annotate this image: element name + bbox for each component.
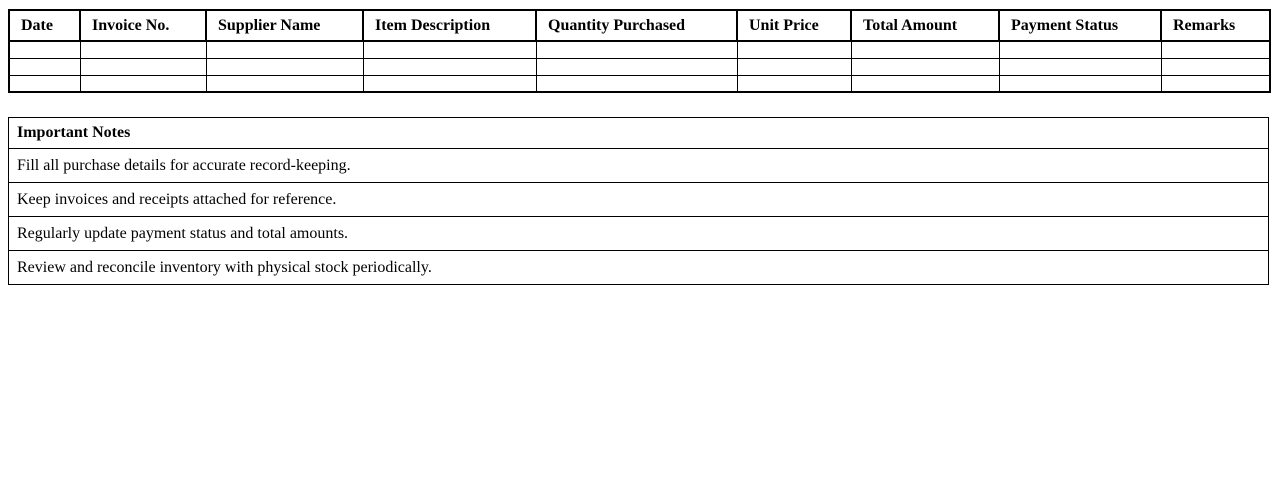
column-header-remarks: Remarks (1160, 9, 1271, 42)
empty-cell[interactable] (8, 40, 81, 59)
empty-cell[interactable] (736, 74, 852, 93)
empty-cell[interactable] (205, 40, 364, 59)
empty-data-row (8, 40, 1271, 59)
note-text: Keep invoices and receipts attached for … (8, 182, 1269, 217)
empty-cell[interactable] (79, 40, 207, 59)
empty-cell[interactable] (8, 57, 81, 76)
note-row: Fill all purchase details for accurate r… (8, 148, 1269, 183)
column-header-date: Date (8, 9, 81, 42)
empty-cell[interactable] (1160, 57, 1271, 76)
note-text: Fill all purchase details for accurate r… (8, 148, 1269, 183)
empty-cell[interactable] (79, 74, 207, 93)
column-header-payment-status: Payment Status (998, 9, 1162, 42)
empty-cell[interactable] (998, 40, 1162, 59)
empty-cell[interactable] (850, 57, 1000, 76)
purchase-table-header-row: Date Invoice No. Supplier Name Item Descrip… (8, 9, 1271, 42)
column-header-total-amount: Total Amount (850, 9, 1000, 42)
purchase-log-table: Date Invoice No. Supplier Name Item Descrip… (8, 9, 1271, 93)
note-text: Regularly update payment status and tota… (8, 216, 1269, 251)
column-header-unit-price: Unit Price (736, 9, 852, 42)
column-header-quantity-purchased: Quantity Purchased (535, 9, 738, 42)
empty-cell[interactable] (535, 74, 738, 93)
empty-cell[interactable] (998, 57, 1162, 76)
empty-cell[interactable] (362, 40, 537, 59)
empty-cell[interactable] (1160, 74, 1271, 93)
empty-cell[interactable] (998, 74, 1162, 93)
column-header-supplier-name: Supplier Name (205, 9, 364, 42)
note-text: Review and reconcile inventory with phys… (8, 250, 1269, 285)
empty-cell[interactable] (8, 74, 81, 93)
notes-header-row: Important Notes (8, 117, 1269, 149)
empty-cell[interactable] (535, 40, 738, 59)
empty-data-row (8, 57, 1271, 76)
empty-cell[interactable] (205, 74, 364, 93)
document-page: Date Invoice No. Supplier Name Item Descrip… (8, 9, 1271, 285)
note-row: Keep invoices and receipts attached for … (8, 182, 1269, 217)
notes-header: Important Notes (8, 117, 1269, 149)
note-row: Regularly update payment status and tota… (8, 216, 1269, 251)
empty-cell[interactable] (205, 57, 364, 76)
note-row: Review and reconcile inventory with phys… (8, 250, 1269, 285)
empty-data-row (8, 74, 1271, 93)
empty-cell[interactable] (850, 74, 1000, 93)
empty-cell[interactable] (362, 57, 537, 76)
empty-cell[interactable] (79, 57, 207, 76)
column-header-item-description: Item Description (362, 9, 537, 42)
empty-cell[interactable] (850, 40, 1000, 59)
empty-cell[interactable] (1160, 40, 1271, 59)
empty-cell[interactable] (362, 74, 537, 93)
empty-cell[interactable] (535, 57, 738, 76)
column-header-invoice-no: Invoice No. (79, 9, 207, 42)
empty-cell[interactable] (736, 57, 852, 76)
important-notes-table: Important Notes Fill all purchase detail… (8, 117, 1269, 285)
empty-cell[interactable] (736, 40, 852, 59)
